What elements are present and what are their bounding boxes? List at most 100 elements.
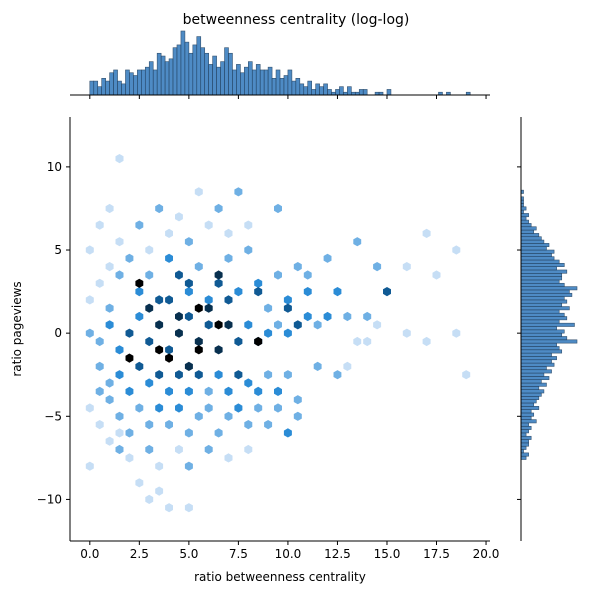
- hex-cell: [95, 220, 104, 230]
- marginal-y-axis: [517, 117, 522, 541]
- marginal-x-bar: [137, 69, 142, 96]
- hex-cell: [303, 287, 312, 297]
- hex-cell: [115, 428, 124, 438]
- hex-cell: [353, 336, 362, 347]
- hex-cell: [175, 212, 183, 222]
- hex-cell: [194, 336, 203, 347]
- hex-cell: [175, 311, 183, 322]
- marginal-y-bar: [520, 302, 563, 307]
- marginal-x-bar: [188, 52, 194, 96]
- hex-cell: [105, 262, 114, 272]
- hex-cell: [214, 278, 223, 288]
- marginal-y-bar: [520, 412, 535, 417]
- marginal-y-bar: [520, 409, 532, 414]
- hex-cell: [145, 420, 154, 430]
- hex-cell: [184, 361, 193, 371]
- hex-cell: [254, 386, 263, 396]
- x-tick-label: 0.0: [80, 547, 99, 561]
- hex-cell: [85, 461, 94, 471]
- marginal-x-bar: [105, 80, 110, 96]
- hex-cell: [184, 428, 193, 438]
- hex-cell: [135, 220, 144, 230]
- hex-cell: [333, 370, 342, 380]
- marginal-y-bar: [520, 276, 563, 281]
- hex-cell: [194, 345, 203, 355]
- marginal-y-bar: [520, 346, 560, 351]
- marginal-x-bar: [232, 69, 237, 96]
- marginal-y-bar: [520, 432, 527, 437]
- hex-cell: [175, 444, 183, 455]
- hex-cell: [184, 278, 193, 288]
- hex-cell: [165, 295, 173, 305]
- marginal-y-bar: [520, 206, 527, 211]
- marginal-y-bar: [520, 406, 540, 410]
- hex-cell: [303, 311, 312, 322]
- marginal-y-bar: [520, 286, 578, 291]
- marginal-x-bar: [307, 80, 312, 96]
- hex-cell: [343, 361, 352, 371]
- marginal-y-bar: [520, 269, 568, 274]
- marginal-y-bar: [520, 326, 557, 331]
- marginal-y-bar: [520, 439, 529, 444]
- hex-cell: [145, 270, 154, 280]
- hex-cell: [214, 270, 223, 280]
- marginal-x-bar: [184, 41, 190, 96]
- hex-cell: [224, 453, 233, 463]
- hex-cell: [274, 403, 282, 413]
- marginal-x-bar: [386, 89, 392, 96]
- marginal-y-bar: [520, 312, 565, 317]
- hex-cell: [234, 287, 243, 297]
- marginal-x-bar: [315, 83, 320, 96]
- hex-cell: [343, 311, 352, 322]
- hex-cell: [155, 295, 164, 305]
- marginal-x-bar: [144, 66, 150, 96]
- x-tick-label: 2.5: [130, 547, 149, 561]
- hex-cell: [194, 411, 203, 421]
- marginal-y-bar: [520, 309, 560, 314]
- hex-cell: [95, 386, 104, 396]
- marginal-x-bar: [299, 83, 305, 96]
- hex-cell: [155, 403, 164, 413]
- hex-cell: [175, 403, 183, 413]
- marginal-y-bar: [520, 342, 557, 347]
- hexbin-panel: 0.0 2.5 5.0 7.5 10.0 12.5 15.0 17.5 20.0 −10 −5 0 5…: [37, 117, 499, 561]
- marginal-x-bar: [271, 78, 277, 96]
- marginal-y-bar: [520, 246, 547, 251]
- marginal-x-bar: [362, 89, 368, 96]
- marginal-y-bar: [520, 402, 535, 407]
- hex-cell: [165, 386, 173, 396]
- marginal-y-bar: [520, 455, 527, 460]
- hex-cell: [264, 303, 273, 313]
- marginal-x-bar: [339, 86, 344, 96]
- marginal-x-bar: [240, 72, 245, 96]
- marginal-y-bar: [520, 339, 578, 344]
- hex-cell: [303, 270, 312, 280]
- hex-cell: [194, 370, 203, 380]
- hex-cell: [145, 444, 154, 455]
- marginal-y-bar: [520, 253, 552, 257]
- hex-cell: [145, 245, 154, 255]
- hex-cell: [244, 420, 253, 430]
- marginal-y-bar: [520, 272, 563, 277]
- marginal-y-bar: [520, 445, 527, 450]
- hex-cell: [95, 361, 104, 371]
- hex-cell: [383, 287, 391, 297]
- hex-cell: [214, 428, 223, 438]
- marginal-y-bar: [520, 356, 557, 361]
- hex-cell: [184, 461, 193, 471]
- x-tick-label: 5.0: [179, 547, 198, 561]
- marginal-y-bar: [520, 392, 542, 397]
- marginal-y-bar: [520, 396, 540, 400]
- marginal-x-bar: [228, 52, 233, 96]
- marginal-x-bar: [148, 61, 154, 96]
- hex-cell: [145, 303, 154, 313]
- marginal-x-bar: [141, 69, 146, 96]
- marginal-x-bar: [267, 66, 273, 96]
- marginal-x-bar: [224, 47, 229, 96]
- marginal-x-bar: [160, 55, 166, 96]
- hex-cell: [204, 444, 213, 455]
- hex-cell: [224, 386, 233, 396]
- hex-cell: [115, 237, 124, 247]
- y-tick-label: 10: [47, 160, 62, 174]
- marginal-x-bar: [287, 69, 293, 96]
